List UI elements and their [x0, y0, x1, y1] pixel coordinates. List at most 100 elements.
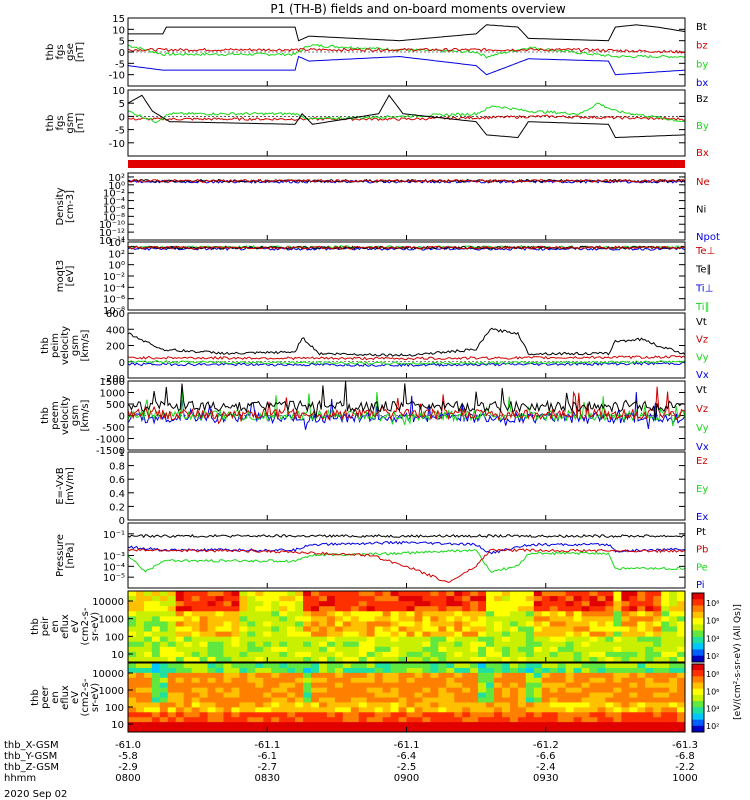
spectrogram-cell: [247, 682, 256, 689]
colorbar-tick-label: 10⁸: [706, 599, 719, 608]
spectrogram-cell: [366, 697, 376, 703]
spectrogram-cell: [287, 641, 296, 648]
spectrogram-cell: [398, 727, 407, 733]
spectrogram-cell: [494, 621, 503, 627]
spectrogram-cell: [279, 727, 288, 733]
spectrogram-cell: [661, 727, 670, 733]
spectrogram-cell: [605, 677, 614, 684]
spectrogram-cell: [525, 697, 535, 703]
spectrogram-cell: [287, 677, 296, 684]
legend-label: Ti∥: [695, 302, 710, 313]
colorbar-segment: [692, 605, 704, 613]
spectrogram-cell: [470, 611, 479, 617]
spectrogram-cell: [438, 591, 447, 597]
spectrogram-cell: [398, 651, 407, 658]
spectrogram-cell: [183, 667, 193, 674]
spectrogram-cell: [613, 687, 622, 694]
spectrogram-cell: [533, 596, 543, 602]
spectrogram-cell: [501, 606, 511, 612]
x-row-label: thb_Z-GSM: [4, 762, 59, 773]
spectrogram-cell: [462, 707, 471, 713]
spectrogram-cell: [478, 616, 487, 622]
spectrogram-cell: [501, 692, 511, 698]
spectrogram-cell: [645, 692, 654, 698]
spectrogram-cell: [446, 727, 455, 733]
spectrogram-cell: [629, 677, 638, 684]
spectrogram-cell: [263, 717, 272, 723]
spectrogram-cell: [669, 626, 678, 633]
spectrogram-cell: [509, 672, 519, 679]
spectrogram-cell: [326, 727, 336, 733]
spectrogram-cell: [223, 692, 232, 698]
spectrogram-cell: [661, 596, 670, 602]
spectrogram-cell: [295, 591, 304, 597]
spectrogram-cell: [454, 712, 463, 718]
spectrogram-cell: [501, 621, 511, 627]
spectrogram-cell: [247, 646, 256, 653]
spectrogram-cell: [661, 626, 670, 633]
spectrogram-cell: [271, 611, 280, 617]
spectrogram-cell: [430, 712, 439, 718]
spectrogram-cell: [295, 722, 304, 728]
spectrogram-cell: [438, 712, 447, 718]
spectrogram-cell: [374, 631, 384, 638]
colorbar-segment: [692, 676, 704, 684]
spectrogram-cell: [414, 596, 423, 602]
spectrogram-cell: [231, 702, 240, 708]
spectrogram-cell: [151, 672, 161, 679]
spectrogram-cell: [215, 677, 224, 684]
spectrogram-cell: [621, 626, 630, 633]
spectrogram-cell: [366, 616, 376, 622]
spectrogram-cell: [358, 677, 368, 684]
spectrogram-cell: [462, 697, 471, 703]
spectrogram-cell: [295, 712, 304, 718]
spectrogram-cell: [517, 717, 527, 723]
spectrogram-cell: [303, 631, 312, 638]
spectrogram-cell: [494, 626, 503, 633]
spectrogram-cell: [422, 631, 431, 638]
spectrogram-cell: [175, 692, 185, 698]
spectrogram-cell: [358, 646, 368, 653]
spectrogram-cell: [350, 697, 360, 703]
spectrogram-cell: [326, 692, 336, 698]
spectrogram-cell: [669, 636, 678, 643]
y-axis-label: peer: [40, 685, 51, 709]
spectrogram-cell: [223, 702, 232, 708]
spectrogram-cell: [342, 616, 352, 622]
spectrogram-cell: [350, 702, 360, 708]
spectrogram-cell: [175, 697, 185, 703]
spectrogram-cell: [183, 687, 193, 694]
spectrogram-cell: [406, 651, 415, 658]
spectrogram-cell: [517, 621, 527, 627]
spectrogram-cell: [525, 712, 535, 718]
spectrogram-cell: [605, 682, 614, 689]
spectrogram-cell: [613, 702, 622, 708]
spectrogram-cell: [215, 722, 224, 728]
spectrogram-cell: [573, 621, 583, 627]
spectrogram-cell: [557, 672, 567, 679]
spectrogram-cell: [438, 606, 447, 612]
spectrogram-cell: [589, 606, 598, 612]
spectrogram-cell: [486, 707, 495, 713]
spectrogram-cell: [255, 616, 264, 622]
spectrogram-cell: [605, 596, 614, 602]
spectrogram-cell: [358, 621, 368, 627]
spectrogram-cell: [446, 712, 455, 718]
spectrogram-cell: [295, 663, 304, 669]
spectrogram-cell: [661, 616, 670, 622]
x-tick-value: 0800: [115, 773, 140, 784]
spectrogram-cell: [279, 707, 288, 713]
spectrogram-cell: [231, 596, 240, 602]
y-tick-label: 10⁻¹: [103, 530, 125, 541]
spectrogram-cell: [279, 621, 288, 627]
spectrogram-cell: [621, 651, 630, 658]
spectrogram-cell: [414, 712, 423, 718]
spectrogram-cell: [183, 621, 193, 627]
spectrogram-cell: [549, 641, 559, 648]
spectrogram-cell: [287, 667, 296, 674]
spectrogram-cell: [318, 606, 328, 612]
spectrogram-cell: [231, 646, 240, 653]
spectrogram-cell: [287, 722, 296, 728]
spectrogram-cell: [581, 702, 591, 708]
y-tick-label: 10⁻⁴: [103, 283, 125, 294]
